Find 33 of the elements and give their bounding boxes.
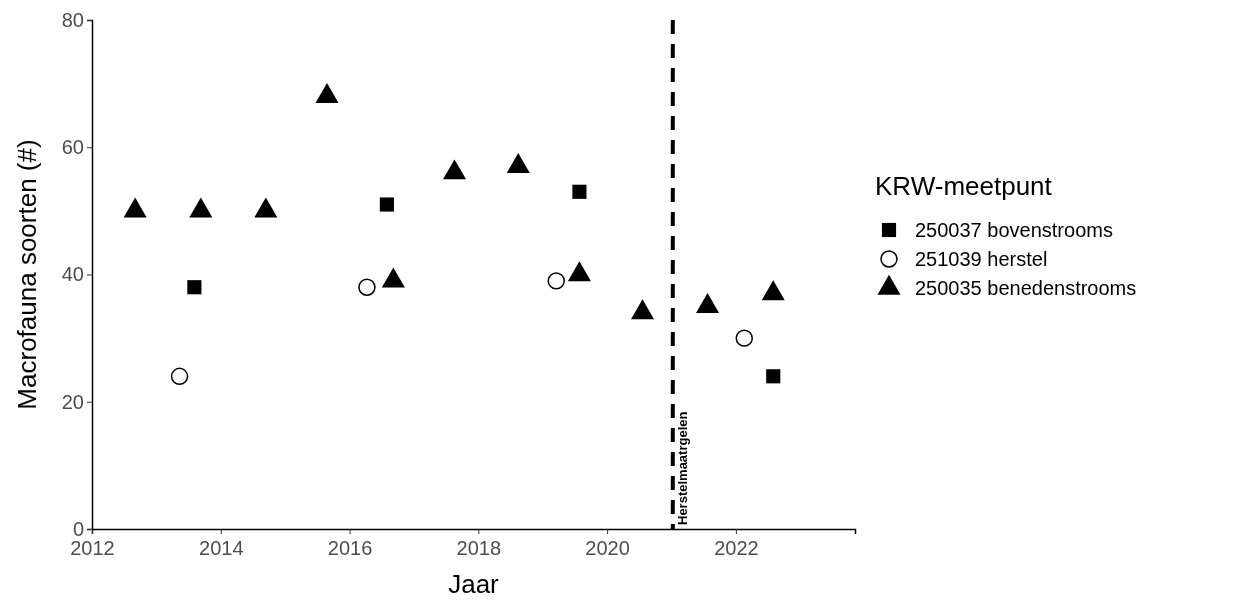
legend-title: KRW-meetpunt [875,171,1053,201]
point [170,367,189,386]
x-axis-title: Jaar [448,569,500,599]
x-tick-label: 2022 [714,537,759,559]
point [189,197,213,218]
ref-line-label: Herstelmaatrgelen [674,411,690,525]
point [358,278,376,296]
y-tick-label: 20 [61,390,84,413]
x-tick-label: 2014 [199,537,244,559]
point [547,272,565,290]
x-tick-label: 2018 [456,537,502,559]
x-tick-label: 2020 [585,537,630,559]
y-tick-label: 80 [61,8,84,31]
legend-label: 251039 herstel [915,248,1048,270]
y-tick-label: 40 [61,263,84,286]
point [254,197,278,218]
point [123,197,147,218]
y-tick-label: 60 [61,136,84,159]
point [187,280,202,295]
point [381,267,405,288]
y-tick-label: 0 [72,517,84,540]
point [735,329,753,347]
y-axis-title: Macrofauna soorten (#) [12,139,42,410]
legend-label: 250035 benedenstrooms [915,277,1137,299]
x-tick-label: 2012 [70,537,115,559]
point [567,261,591,282]
x-tick-label: 2016 [327,537,373,559]
legend-label: 250037 bovenstrooms [915,219,1113,241]
point [442,159,467,180]
point [766,369,781,384]
point [761,280,785,301]
point [315,83,339,103]
point [506,153,530,173]
